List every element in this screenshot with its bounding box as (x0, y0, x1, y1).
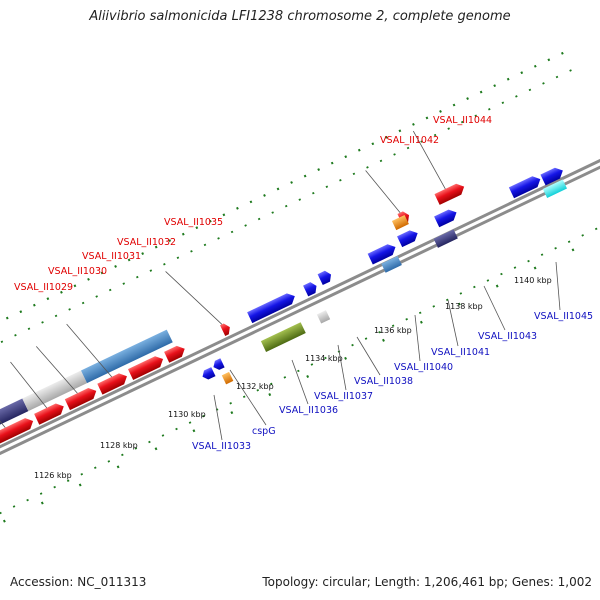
reverse-labels: VSAL_II1033 cspG VSAL_II1036 VSAL_II1037… (192, 311, 593, 452)
backbone-line-inner (0, 144, 600, 475)
forward-gene-arrow (0, 418, 34, 444)
reverse-gene-arrow (202, 367, 216, 380)
scale-labels: 1126 kbp 1128 kbp 1130 kbp 1132 kbp 1134… (34, 276, 552, 480)
gc-segment (80, 329, 173, 384)
gene-arrow (397, 230, 418, 248)
forward-gene-arrow (127, 356, 164, 380)
forward-blue-track (247, 167, 563, 324)
gene-arrow (540, 167, 563, 186)
forward-gene-arrow (34, 403, 64, 425)
gene-arrow (508, 176, 541, 199)
forward-cds-track (0, 183, 465, 444)
map-title: Aliivibrio salmonicida LFI1238 chromosom… (89, 9, 511, 24)
forward-gene-arrow (434, 183, 465, 205)
kbp-label: 1134 kbp (305, 354, 343, 363)
gene-arrow (434, 209, 457, 228)
inner-tick-track (0, 202, 600, 515)
reverse-cds-track (202, 358, 225, 380)
kbp-label: 1136 kbp (374, 326, 412, 335)
gene-arrow (367, 244, 396, 265)
gene-label: VSAL_II1035 (164, 217, 223, 228)
gene-label: VSAL_II1042 (380, 135, 439, 146)
gc-band (0, 329, 173, 429)
leader-lines (0, 130, 446, 428)
forward-gene-arrow (64, 388, 97, 411)
forward-gene-arrow (164, 345, 185, 363)
forward-labels: VSAL_II1029 VSAL_II1030 VSAL_II1031 VSAL… (14, 115, 492, 293)
reverse-leader-lines (213, 261, 561, 441)
gene-label: VSAL_II1045 (534, 311, 593, 322)
kbp-label: 1126 kbp (34, 471, 72, 480)
kbp-label: 1140 kbp (514, 276, 552, 285)
gene-label: VSAL_II1029 (14, 282, 73, 293)
gene-label: VSAL_II1038 (354, 376, 413, 387)
gene-arrow (317, 270, 332, 286)
feature-box (316, 310, 331, 324)
backbone-line-outer (0, 139, 600, 470)
gc-segment (0, 398, 29, 429)
gene-label: VSAL_II1044 (433, 115, 492, 126)
cog-feature (433, 229, 458, 248)
gc-segment (22, 370, 88, 412)
gene-label: VSAL_II1041 (431, 347, 490, 358)
kbp-label: 1128 kbp (100, 441, 138, 450)
gene-label: VSAL_II1033 (192, 441, 251, 452)
gene-label: VSAL_II1036 (279, 405, 338, 416)
gene-label: VSAL_II1037 (314, 391, 373, 402)
genome-stats-text: Topology: circular; Length: 1,206,461 bp… (262, 575, 592, 589)
gene-label: cspG (252, 426, 276, 437)
forward-gene-arrow (97, 373, 127, 395)
gc-feature (381, 256, 402, 273)
kbp-label: 1132 kbp (236, 382, 274, 391)
forward-gene-arrow (220, 323, 230, 337)
trna-feature (221, 371, 234, 385)
outer-tick-track (0, 46, 576, 359)
gene-label: VSAL_II1031 (82, 251, 141, 262)
gene-arrow (247, 293, 295, 324)
trna-feature (391, 215, 409, 231)
kbp-label: 1138 kbp (445, 302, 483, 311)
gene-label: VSAL_II1043 (478, 331, 537, 342)
accession-text: Accession: NC_011313 (10, 575, 147, 589)
gene-arrow (303, 282, 317, 297)
kbp-label: 1130 kbp (168, 410, 206, 419)
rna-feature (542, 179, 567, 198)
feature-track (221, 179, 567, 385)
reverse-gene-arrow (213, 358, 225, 370)
gene-label: VSAL_II1032 (117, 237, 176, 248)
gene-label: VSAL_II1040 (394, 362, 453, 373)
cog-feature (260, 322, 306, 352)
gene-label: VSAL_II1030 (48, 266, 107, 277)
